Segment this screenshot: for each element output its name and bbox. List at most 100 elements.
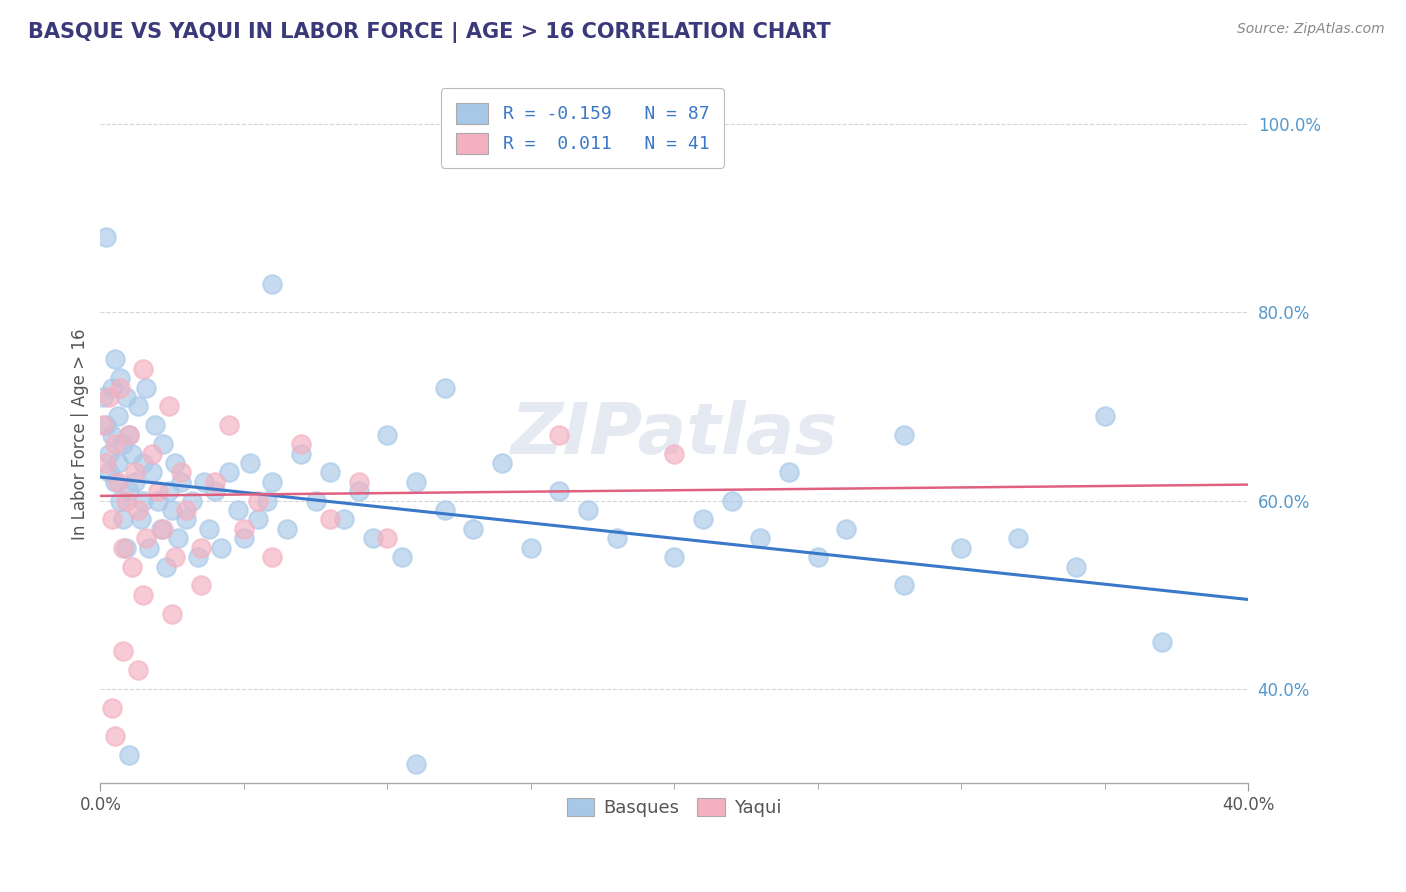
Point [256,493,278,508]
Point [375,427,398,442]
Point [433,381,456,395]
Point [209,541,232,555]
Point [176,512,198,526]
Point [319,466,342,480]
Point [141,446,163,460]
Point [375,531,398,545]
Point [132,361,155,376]
Point [176,503,198,517]
Point [1064,559,1087,574]
Point [319,512,342,526]
Point [187,550,209,565]
Point [97,446,120,460]
Point [1007,531,1029,545]
Point [91,418,114,433]
Point [160,503,183,517]
Point [190,578,212,592]
Point [163,456,186,470]
Point [146,493,169,508]
Point [121,559,143,574]
Point [115,390,138,404]
Point [104,729,127,743]
Point [157,484,180,499]
Point [94,456,117,470]
Point [749,531,772,545]
Point [290,446,312,460]
Point [97,390,120,404]
Point [181,493,204,508]
Point [94,230,117,244]
Point [198,522,221,536]
Point [238,456,260,470]
Point [118,747,141,762]
Point [127,663,149,677]
Point [152,522,174,536]
Point [143,418,166,433]
Point [107,409,129,423]
Point [807,550,830,565]
Point [276,522,298,536]
Point [190,541,212,555]
Point [1150,635,1173,649]
Point [110,371,132,385]
Point [118,427,141,442]
Point [193,475,215,489]
Point [720,493,742,508]
Point [433,503,456,517]
Point [247,493,270,508]
Point [290,437,312,451]
Point [129,512,152,526]
Point [204,475,226,489]
Point [232,531,254,545]
Point [778,466,800,480]
Point [333,512,356,526]
Legend: Basques, Yaqui: Basques, Yaqui [560,790,789,824]
Point [218,466,240,480]
Point [304,493,326,508]
Point [606,531,628,545]
Point [94,418,117,433]
Point [132,588,155,602]
Point [163,550,186,565]
Point [146,484,169,499]
Text: ZIPatlas: ZIPatlas [510,401,838,469]
Point [262,277,284,291]
Point [463,522,485,536]
Point [149,522,172,536]
Point [101,700,124,714]
Point [104,437,127,451]
Point [141,466,163,480]
Point [893,578,915,592]
Point [347,475,370,489]
Point [405,475,427,489]
Point [127,400,149,414]
Point [127,503,149,517]
Point [950,541,973,555]
Point [138,541,160,555]
Point [692,512,714,526]
Point [118,427,141,442]
Point [101,512,124,526]
Point [124,475,146,489]
Point [115,493,138,508]
Point [112,512,135,526]
Point [1094,409,1116,423]
Point [247,512,270,526]
Point [662,550,685,565]
Point [110,493,132,508]
Text: BASQUE VS YAQUI IN LABOR FORCE | AGE > 16 CORRELATION CHART: BASQUE VS YAQUI IN LABOR FORCE | AGE > 1… [28,22,831,44]
Point [157,400,180,414]
Point [104,475,127,489]
Point [135,531,157,545]
Point [262,475,284,489]
Point [121,446,143,460]
Point [112,644,135,658]
Point [160,607,183,621]
Point [405,757,427,772]
Point [361,531,384,545]
Point [262,550,284,565]
Point [135,381,157,395]
Y-axis label: In Labor Force | Age > 16: In Labor Force | Age > 16 [72,329,89,541]
Point [204,484,226,499]
Point [662,446,685,460]
